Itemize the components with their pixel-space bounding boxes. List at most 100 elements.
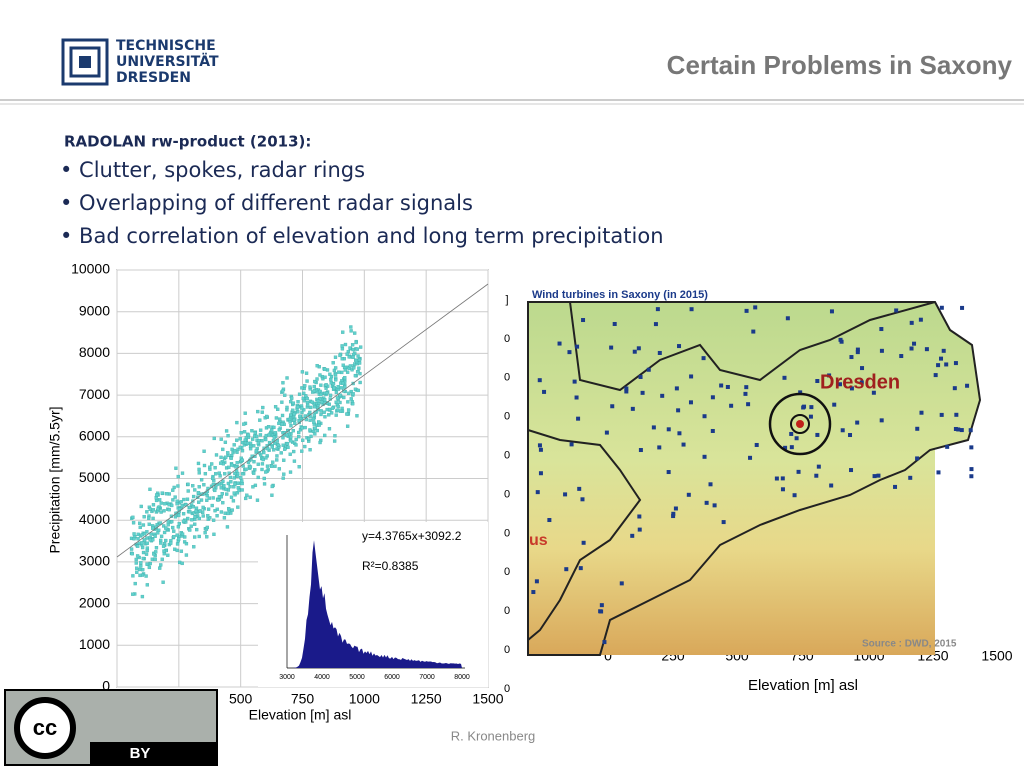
turbine bbox=[912, 341, 917, 346]
point-cloud bbox=[250, 429, 254, 433]
point-cloud bbox=[286, 445, 290, 450]
point-cloud bbox=[142, 538, 147, 543]
y-tick-label: 4000 bbox=[79, 511, 110, 527]
y-tick-label: 9000 bbox=[79, 302, 110, 318]
turbine bbox=[908, 475, 913, 480]
point-cloud bbox=[357, 358, 362, 362]
point-cloud bbox=[205, 494, 209, 498]
point-cloud bbox=[354, 358, 359, 363]
license: BY bbox=[130, 745, 151, 762]
turbine bbox=[624, 386, 629, 391]
point-cloud bbox=[264, 456, 268, 460]
point-cloud bbox=[190, 518, 194, 522]
point-cloud bbox=[331, 361, 335, 365]
point-cloud bbox=[305, 379, 309, 383]
turbine bbox=[599, 609, 604, 614]
point-cloud bbox=[349, 325, 353, 329]
turbine bbox=[789, 431, 794, 436]
turbine bbox=[871, 390, 876, 395]
point-cloud bbox=[318, 373, 322, 377]
point-cloud bbox=[275, 458, 279, 462]
turbine bbox=[879, 348, 884, 353]
point-cloud bbox=[278, 417, 282, 421]
point-cloud bbox=[175, 533, 179, 537]
back-fragment: 0 bbox=[504, 333, 510, 345]
turbine bbox=[689, 374, 694, 379]
point-cloud bbox=[354, 340, 358, 345]
point-cloud bbox=[340, 347, 345, 351]
turbine bbox=[632, 349, 637, 354]
turbine bbox=[638, 448, 643, 453]
point-cloud bbox=[139, 564, 143, 568]
point-cloud bbox=[293, 421, 297, 426]
point-cloud bbox=[210, 503, 214, 508]
turbine bbox=[542, 389, 547, 394]
inset-tick-label: 5000 bbox=[349, 674, 365, 681]
point-cloud bbox=[346, 400, 350, 404]
point-cloud bbox=[145, 536, 149, 540]
point-cloud bbox=[266, 425, 271, 429]
point-cloud bbox=[258, 433, 263, 437]
point-cloud bbox=[170, 503, 174, 508]
turbine bbox=[619, 581, 624, 586]
point-cloud bbox=[274, 416, 279, 420]
point-cloud bbox=[260, 462, 265, 466]
point-cloud bbox=[193, 488, 197, 492]
turbine bbox=[681, 442, 686, 447]
point-cloud bbox=[267, 433, 271, 437]
point-cloud bbox=[343, 385, 347, 389]
point-cloud bbox=[332, 439, 337, 443]
point-cloud bbox=[260, 439, 264, 443]
point-cloud bbox=[174, 466, 178, 470]
point-cloud bbox=[154, 550, 158, 554]
turbine bbox=[640, 390, 645, 395]
point-cloud bbox=[265, 414, 269, 419]
point-cloud bbox=[232, 491, 236, 495]
turbine bbox=[564, 567, 569, 572]
point-cloud bbox=[176, 525, 181, 529]
inset-tick-label: 8000 bbox=[454, 674, 470, 681]
point-cloud bbox=[319, 383, 323, 387]
point-cloud bbox=[328, 372, 332, 376]
point-cloud bbox=[313, 432, 317, 436]
point-cloud bbox=[351, 352, 356, 357]
point-cloud bbox=[285, 405, 289, 410]
point-cloud bbox=[134, 561, 138, 565]
point-cloud bbox=[160, 557, 164, 562]
point-cloud bbox=[189, 524, 193, 528]
point-cloud bbox=[260, 410, 264, 414]
point-cloud bbox=[230, 463, 234, 467]
turbine bbox=[855, 347, 860, 352]
x-tick-label: 1500 bbox=[472, 691, 503, 707]
turbine bbox=[638, 374, 643, 379]
point-cloud bbox=[197, 471, 201, 475]
point-cloud bbox=[290, 396, 294, 400]
point-cloud bbox=[154, 546, 159, 550]
turbine bbox=[936, 470, 941, 475]
point-cloud bbox=[261, 405, 265, 410]
point-cloud bbox=[308, 410, 312, 415]
point-cloud bbox=[206, 514, 210, 518]
turbine bbox=[815, 379, 820, 384]
point-cloud bbox=[313, 379, 317, 384]
point-cloud bbox=[167, 508, 171, 512]
turbine bbox=[953, 426, 958, 431]
turbine bbox=[808, 414, 813, 419]
point-cloud bbox=[237, 488, 241, 493]
turbine bbox=[941, 348, 946, 353]
histogram-shape bbox=[287, 540, 462, 668]
turbine bbox=[575, 344, 580, 349]
point-cloud bbox=[164, 526, 168, 530]
point-cloud bbox=[217, 494, 222, 499]
point-cloud bbox=[340, 406, 344, 411]
point-cloud bbox=[350, 343, 355, 347]
back-fragment: ] bbox=[505, 294, 508, 306]
point-cloud bbox=[248, 441, 253, 445]
point-cloud bbox=[238, 445, 242, 450]
map-title: Wind turbines in Saxony (in 2015) bbox=[532, 289, 708, 301]
point-cloud bbox=[342, 395, 346, 400]
point-cloud bbox=[300, 426, 304, 430]
point-cloud bbox=[180, 471, 185, 475]
turbine bbox=[660, 393, 665, 398]
point-cloud bbox=[210, 476, 215, 481]
